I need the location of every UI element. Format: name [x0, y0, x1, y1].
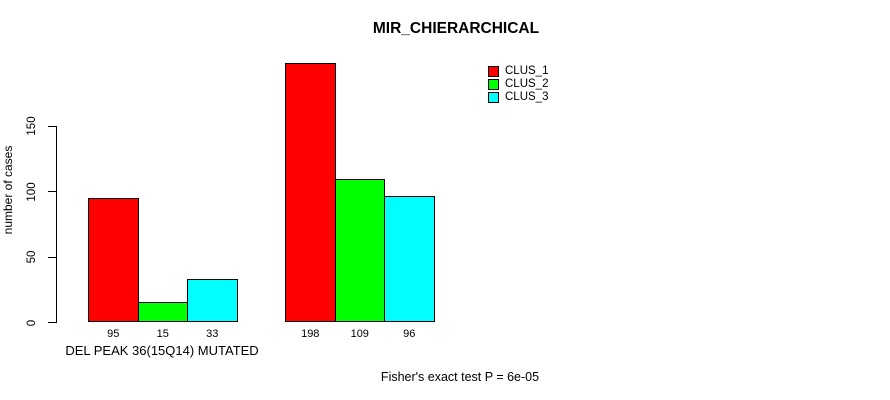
bar-value-label: 96 — [403, 327, 416, 340]
bar-clus_3-group2 — [384, 196, 435, 322]
bar-clus_2-group1 — [137, 302, 188, 322]
bar-clus_1-group2 — [285, 62, 336, 322]
legend-label: CLUS_2 — [505, 78, 549, 90]
fisher-test-annotation: Fisher's exact test P = 6e-05 — [380, 370, 540, 384]
bar-value-label: 95 — [107, 327, 120, 340]
y-axis-line — [56, 125, 57, 323]
legend-swatch-clus_1 — [488, 65, 499, 77]
y-axis-tick — [48, 191, 56, 192]
x-axis-group-label: DEL PEAK 36(15Q14) MUTATED — [65, 343, 259, 358]
legend-swatch-clus_2 — [488, 78, 499, 90]
legend-item-clus_3: CLUS_3 — [488, 91, 548, 103]
y-axis-tick — [48, 322, 56, 323]
y-axis-tick-label: 100 — [26, 181, 38, 202]
y-axis-tick-label: 50 — [26, 250, 38, 264]
bar-value-label: 33 — [206, 327, 219, 340]
bar-clus_2-group2 — [334, 179, 385, 322]
y-axis-tick — [48, 256, 56, 258]
chart-title: MIR_CHIERARCHICAL — [372, 20, 540, 37]
y-axis-label: number of cases — [1, 145, 15, 235]
bar-value-label: 198 — [301, 327, 320, 340]
bar-clus_1-group1 — [88, 197, 139, 322]
legend-label: CLUS_1 — [505, 65, 549, 77]
bar-value-label: 109 — [350, 327, 369, 340]
y-axis-tick-label: 150 — [26, 116, 38, 136]
bar-clus_3-group1 — [187, 278, 238, 322]
y-axis-tick-label: 0 — [26, 319, 38, 326]
y-axis-tick — [48, 125, 56, 127]
legend-item-clus_2: CLUS_2 — [488, 78, 548, 90]
legend-label: CLUS_3 — [505, 91, 549, 103]
bar-value-label: 15 — [156, 327, 169, 340]
legend-item-clus_1: CLUS_1 — [488, 65, 548, 77]
legend-swatch-clus_3 — [488, 91, 499, 103]
